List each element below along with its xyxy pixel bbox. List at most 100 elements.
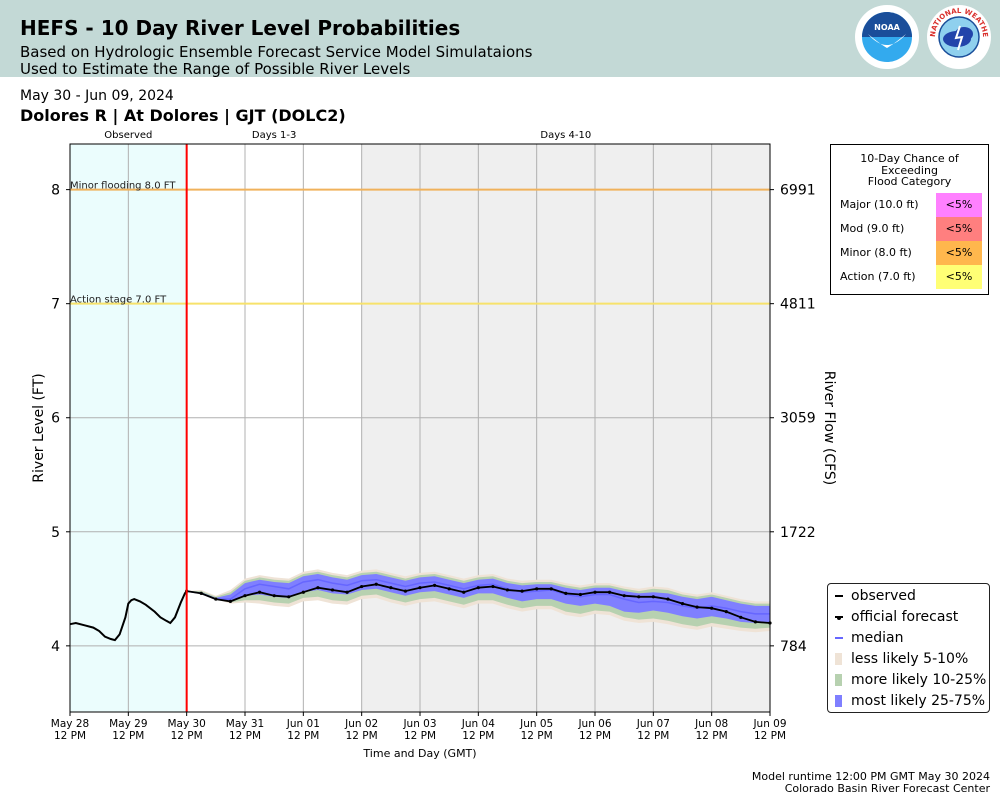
x-tick-label: Jun 02 — [344, 718, 378, 730]
legend-label: official forecast — [851, 609, 959, 625]
forecast-point — [360, 584, 364, 589]
forecast-point — [607, 590, 612, 594]
forecast-point — [535, 587, 539, 591]
observed-line — [69, 590, 188, 642]
region-label: Days 1-3 — [252, 130, 296, 141]
x-tick-label: 12 PM — [54, 730, 86, 742]
flood-row-label: Minor (8.0 ft) — [840, 246, 912, 259]
nws-logo-icon: NATIONAL WEATHER SERVICE — [926, 4, 991, 69]
forecast-point — [345, 590, 349, 594]
flood-row-value: <5% — [936, 217, 982, 241]
noaa-logo-text: NOAA — [874, 23, 900, 32]
flood-row-label: Major (10.0 ft) — [840, 198, 919, 211]
y-right-tick-label: 784 — [780, 639, 807, 655]
band-most-likely — [186, 574, 770, 623]
forecast-point — [724, 610, 728, 614]
x-tick-label: May 29 — [109, 718, 147, 730]
noaa-logo-icon: NOAA — [855, 5, 919, 69]
forecast-point — [578, 592, 583, 597]
x-tick-label: 12 PM — [404, 730, 436, 742]
station-title: Dolores R | At Dolores | GJT (DOLC2) — [20, 106, 346, 125]
forecast-point — [622, 594, 626, 598]
forecast-point — [739, 615, 743, 619]
forecast-point — [330, 588, 335, 592]
model-runtime: Model runtime 12:00 PM GMT May 30 2024 — [751, 770, 990, 783]
flood-row-label: Action (7.0 ft) — [840, 270, 916, 283]
y-tick-label: 8 — [51, 183, 60, 199]
forecast-point — [228, 599, 233, 603]
x-tick-label: 12 PM — [462, 730, 494, 742]
forecast-point — [287, 595, 291, 599]
chart-legend: observed official forecast median less l… — [827, 583, 990, 713]
y-tick-label: 4 — [51, 639, 60, 655]
x-tick-label: Jun 04 — [461, 718, 495, 730]
legend-label: more likely 10-25% — [851, 672, 987, 688]
flood-row-value: <5% — [936, 241, 982, 265]
forecast-point — [257, 590, 262, 594]
legend-item-most-likely: most likely 25-75% — [828, 691, 988, 711]
forecast-marker-icon — [835, 616, 843, 620]
more-likely-swatch-icon — [835, 674, 842, 686]
flood-category-box: 10-Day Chance of Exceeding Flood Categor… — [830, 144, 989, 295]
median-line-icon — [835, 637, 843, 639]
legend-item-less-likely: less likely 5-10% — [828, 649, 988, 669]
x-tick-label: 12 PM — [112, 730, 144, 742]
x-tick-label: May 31 — [226, 718, 264, 730]
legend-label: most likely 25-75% — [851, 693, 986, 709]
flood-box-title-line: Exceeding — [881, 163, 938, 177]
y-right-tick-label: 1722 — [780, 525, 816, 541]
x-tick-label: May 28 — [51, 718, 89, 730]
median-line — [186, 578, 770, 615]
flood-box-title-line: 10-Day Chance of — [860, 152, 959, 165]
x-tick-label: 12 PM — [346, 730, 378, 742]
forecast-point — [374, 582, 378, 586]
forecast-point — [301, 590, 305, 594]
forecast-point — [491, 584, 495, 589]
legend-item-more-likely: more likely 10-25% — [828, 670, 988, 690]
forecast-point — [753, 620, 758, 624]
legend-item-official-forecast: official forecast — [828, 607, 988, 627]
forecast-point — [593, 590, 597, 594]
forecast-point — [476, 586, 480, 590]
forecast-point — [637, 595, 641, 599]
flood-row-major: Major (10.0 ft) <5% — [831, 193, 988, 217]
flood-row-value: <5% — [936, 265, 982, 289]
less-likely-swatch-icon — [835, 653, 842, 665]
flood-row-minor: Minor (8.0 ft) <5% — [831, 241, 988, 265]
x-tick-label: 12 PM — [696, 730, 728, 742]
x-tick-label: Jun 08 — [694, 718, 728, 730]
header-banner: HEFS - 10 Day River Level Probabilities … — [0, 0, 1000, 78]
forecast-point — [462, 590, 466, 594]
y-tick-label: 7 — [51, 297, 60, 313]
x-tick-label: 12 PM — [287, 730, 319, 742]
date-range: May 30 - Jun 09, 2024 — [20, 88, 174, 104]
x-tick-label: Jun 03 — [402, 718, 436, 730]
x-tick-label: Jun 09 — [752, 718, 786, 730]
flood-row-label: Mod (9.0 ft) — [840, 222, 905, 235]
flood-box-title-line: Flood Category — [867, 175, 952, 188]
forecast-point — [564, 591, 568, 595]
forecast-center: Colorado Basin River Forecast Center — [784, 782, 990, 795]
legend-label: less likely 5-10% — [851, 651, 969, 667]
x-axis-label: Time and Day (GMT) — [362, 747, 476, 760]
forecast-point — [316, 586, 320, 590]
y-right-axis-label: River Flow (CFS) — [821, 371, 837, 486]
x-tick-label: 12 PM — [229, 730, 261, 742]
forecast-point — [651, 595, 655, 599]
y-right-tick-label: 6991 — [780, 183, 816, 199]
y-tick-label: 5 — [51, 525, 60, 541]
observed-line-icon — [835, 595, 843, 597]
x-tick-label: Jun 05 — [519, 718, 553, 730]
threshold-label: Minor flooding 8.0 FT — [70, 181, 176, 192]
x-tick-label: May 30 — [167, 718, 205, 730]
legend-label: observed — [851, 588, 916, 604]
x-tick-label: 12 PM — [171, 730, 203, 742]
region-label: Observed — [104, 130, 152, 141]
page-title: HEFS - 10 Day River Level Probabilities — [20, 16, 461, 40]
forecast-point — [549, 587, 553, 591]
forecast-point — [520, 589, 524, 593]
forecast-point — [710, 606, 714, 610]
x-tick-label: Jun 01 — [286, 718, 320, 730]
forecast-point — [432, 583, 437, 587]
